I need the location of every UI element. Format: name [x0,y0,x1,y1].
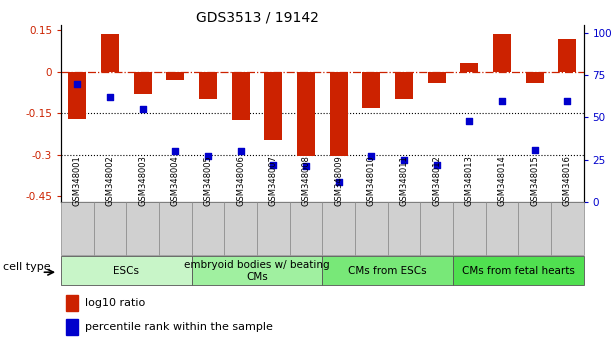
Bar [453,202,486,255]
Bar [257,202,290,255]
Bar [518,202,551,255]
Bar [355,202,387,255]
Bar [67,295,78,310]
Bar [265,72,282,139]
Bar [525,72,544,83]
Bar [192,256,323,285]
Text: GSM348016: GSM348016 [563,155,572,206]
Text: cell type: cell type [3,262,51,272]
Bar [61,202,93,255]
Text: CMs from fetal hearts: CMs from fetal hearts [462,266,574,276]
Point [562,98,572,103]
Text: GSM348014: GSM348014 [497,155,507,206]
Bar [93,202,126,255]
Text: GSM348015: GSM348015 [530,155,539,206]
Text: GSM348001: GSM348001 [73,155,82,206]
Point [334,179,343,184]
Point [432,162,442,167]
Point [105,95,115,100]
Bar [126,202,159,255]
Point [301,164,311,169]
Text: embryoid bodies w/ beating
CMs: embryoid bodies w/ beating CMs [184,260,330,282]
Bar [387,202,420,255]
Bar [61,256,192,285]
Bar [68,72,86,119]
Point [497,98,507,103]
Text: log10 ratio: log10 ratio [84,298,145,308]
Bar [460,63,478,72]
Bar [323,202,355,255]
Bar [493,34,511,72]
Point [367,153,376,159]
Text: GSM348008: GSM348008 [301,155,310,206]
Bar [159,202,192,255]
Point [464,118,474,124]
Bar [330,72,348,156]
Bar [297,72,315,156]
Text: ESCs: ESCs [114,266,139,276]
Bar [134,72,152,94]
Bar [558,39,576,72]
Text: GSM348005: GSM348005 [203,155,213,206]
Bar [224,202,257,255]
Point [399,157,409,162]
Text: GSM348007: GSM348007 [269,155,278,206]
Point [268,162,278,167]
Text: GSM348003: GSM348003 [138,155,147,206]
Bar [453,256,584,285]
Point [138,106,148,112]
Point [170,148,180,154]
Bar [192,202,224,255]
Bar [67,319,78,335]
Bar [199,72,217,99]
Point [203,153,213,159]
Text: GSM348013: GSM348013 [465,155,474,206]
Text: percentile rank within the sample: percentile rank within the sample [84,322,273,332]
Text: CMs from ESCs: CMs from ESCs [348,266,427,276]
Text: GSM348004: GSM348004 [171,155,180,206]
Bar [166,72,185,80]
Bar [420,202,453,255]
Bar [362,72,380,108]
Bar [486,202,518,255]
Text: GSM348006: GSM348006 [236,155,245,206]
Text: GDS3513 / 19142: GDS3513 / 19142 [196,11,318,25]
Point [236,148,246,154]
Bar [101,34,119,72]
Text: GSM348009: GSM348009 [334,155,343,206]
Text: GSM348011: GSM348011 [400,155,408,206]
Bar [551,202,584,255]
Bar [395,72,413,99]
Point [73,81,82,87]
Bar [428,72,445,83]
Point [530,147,540,152]
Text: GSM348002: GSM348002 [106,155,115,206]
Bar [232,72,250,120]
Text: GSM348010: GSM348010 [367,155,376,206]
Bar [290,202,323,255]
Text: GSM348012: GSM348012 [432,155,441,206]
Bar [323,256,453,285]
